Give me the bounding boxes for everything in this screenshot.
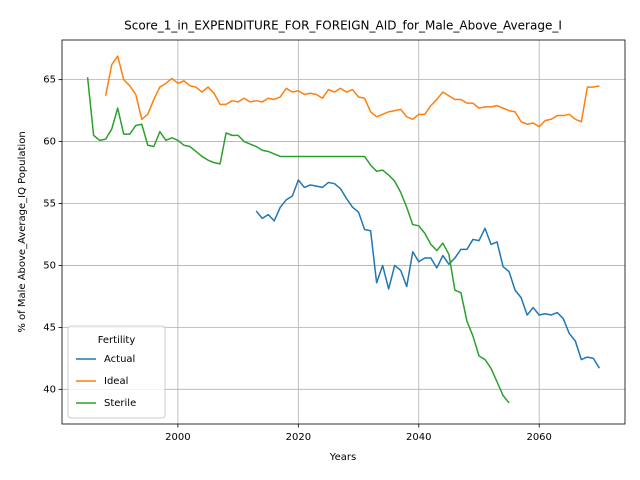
plot-frame xyxy=(61,39,626,425)
y-tick-label: 60 xyxy=(43,137,56,148)
legend-label: Actual xyxy=(104,354,135,365)
y-tick-label: 50 xyxy=(43,260,56,271)
x-axis-label: Years xyxy=(329,452,356,463)
y-tick-label: 40 xyxy=(43,384,56,395)
legend-label: Sterile xyxy=(104,398,136,409)
y-tick-label: 65 xyxy=(43,75,56,86)
x-tick-label: 2020 xyxy=(286,432,311,443)
legend-box xyxy=(67,325,166,419)
line-series xyxy=(86,77,510,404)
line-series xyxy=(104,55,600,128)
legend-label: Ideal xyxy=(104,376,128,387)
y-tick-label: 45 xyxy=(43,322,56,333)
line-series xyxy=(255,179,601,369)
legend-title: Fertility xyxy=(98,335,136,346)
x-tick-label: 2060 xyxy=(526,432,551,443)
y-tick-label: 55 xyxy=(43,199,56,210)
chart-title: Score_1_in_EXPENDITURE_FOR_FOREIGN_AID_f… xyxy=(124,19,562,33)
y-axis-label: % of Male Above_Average_IQ Population xyxy=(17,131,28,332)
x-tick-label: 2040 xyxy=(406,432,431,443)
x-tick-label: 2000 xyxy=(165,432,190,443)
